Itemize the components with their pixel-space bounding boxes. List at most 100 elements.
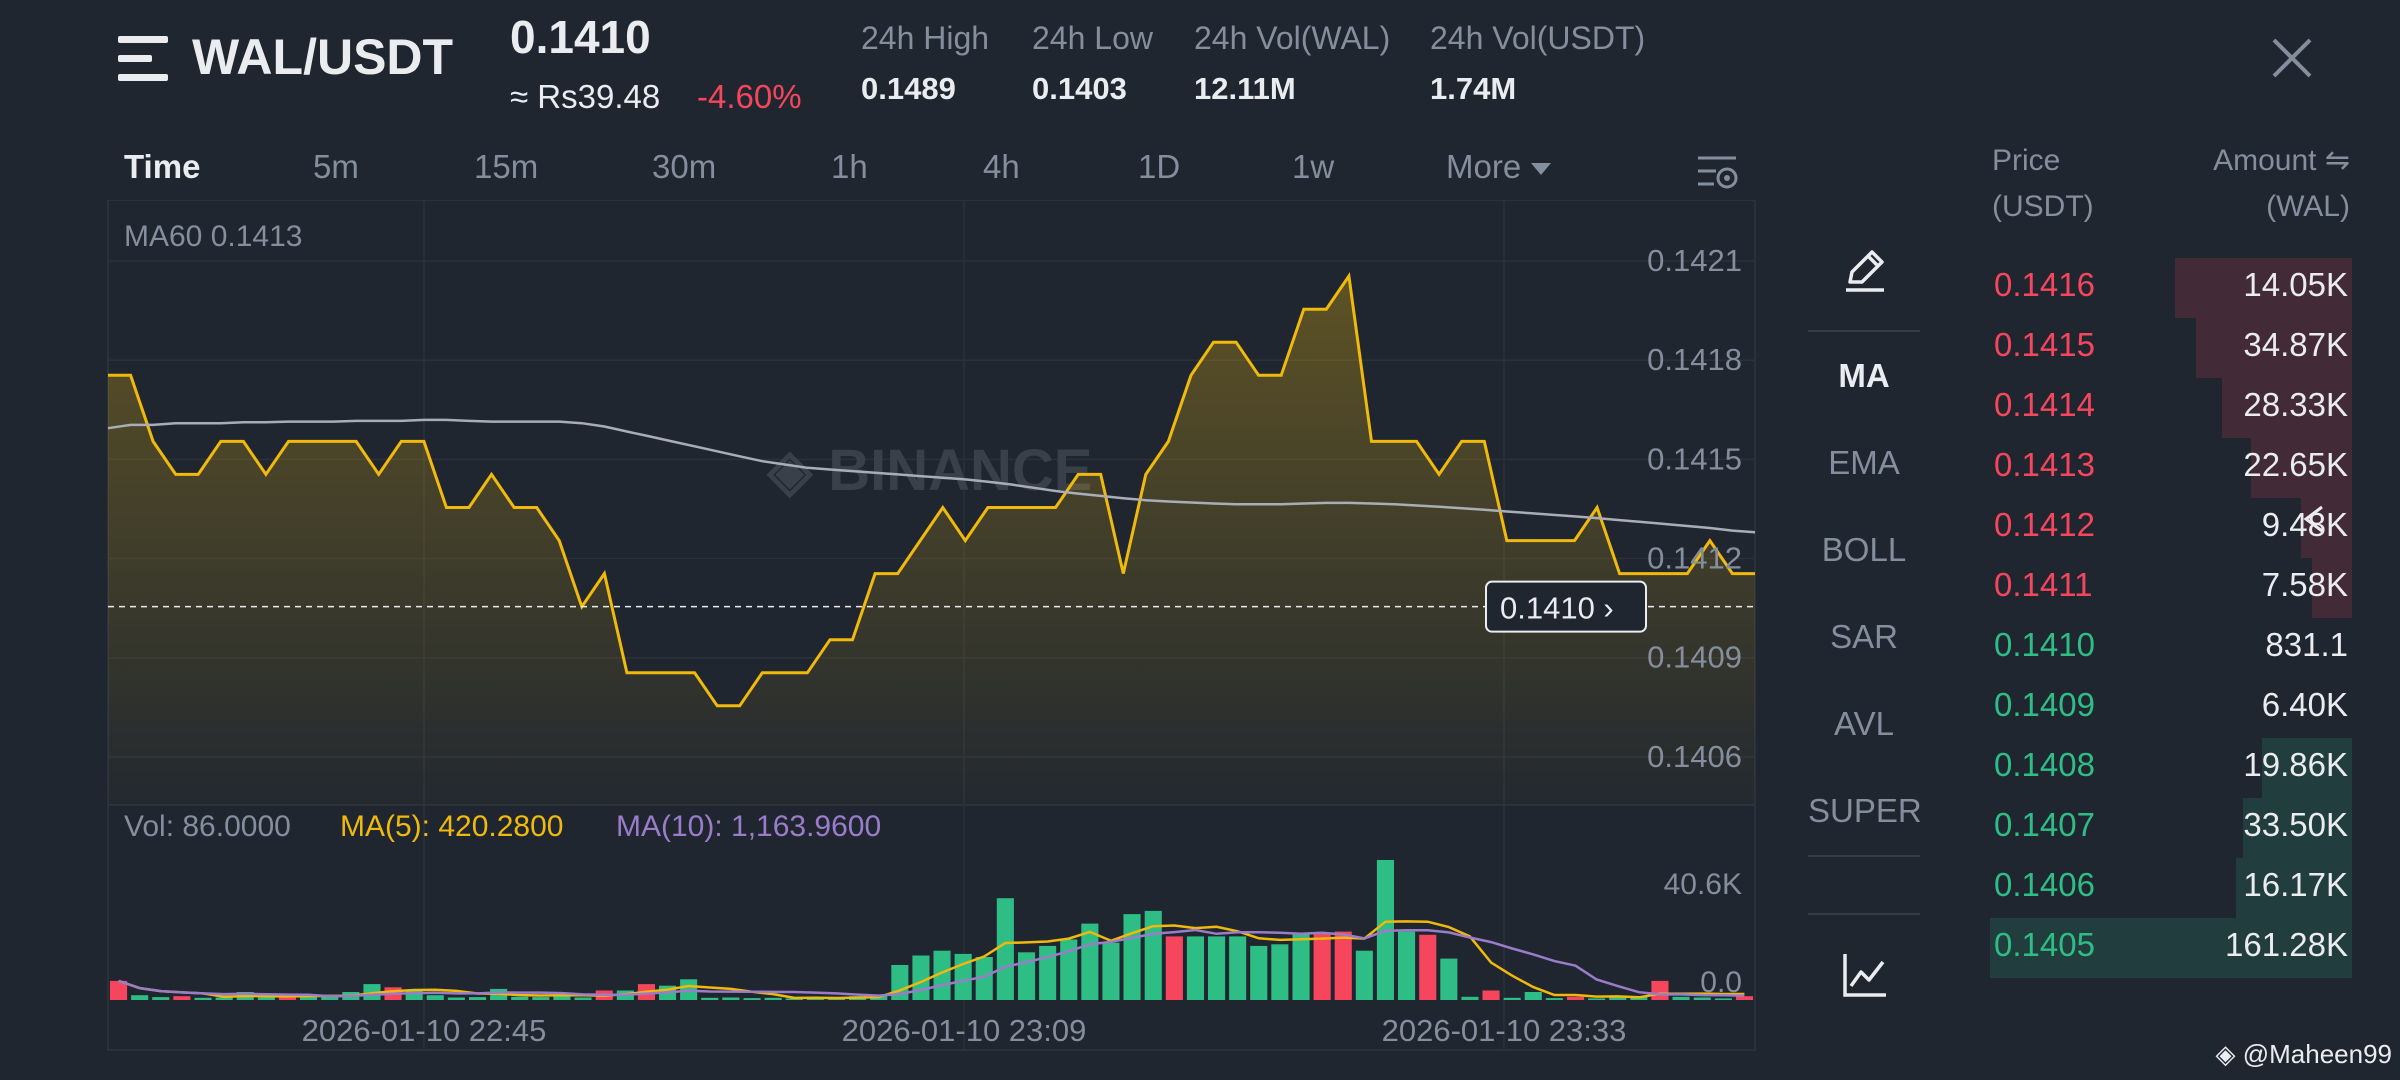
price-tick-label: 0.1421 [1647,243,1742,278]
volume-bar [1567,996,1585,1000]
orderbook-bid-row[interactable]: 0.1407 33.50K [1990,798,2352,858]
indicator-avl[interactable]: AVL [1834,705,1894,742]
volume-tick-label: 0.0 [1700,966,1742,999]
orderbook-amount: 6.40K [2261,686,2348,723]
orderbook-amount: 34.87K [2243,326,2348,363]
menu-icon[interactable] [118,36,168,82]
indicator-super[interactable]: SUPER [1808,792,1922,829]
stat-24h-vol-base: 24h Vol(WAL) 12.11M [1194,20,1390,107]
collapse-arrow-icon[interactable] [2300,503,2326,535]
binance-logo-icon: ◈ [2215,1039,2236,1069]
amount-header-label: Amount [2213,144,2317,177]
depth-bar [2250,438,2352,498]
orderbook-ask-row[interactable]: 0.1411 7.58K [1990,558,2352,618]
current-price-tag [1485,580,1647,633]
orderbook-amount-header[interactable]: Amount ⇋ (WAL) [2213,138,2350,230]
tab-1h[interactable]: 1h [831,148,868,185]
tab-more[interactable]: More [1446,148,1552,186]
volume-bar [743,998,761,1000]
stat-value: 0.1489 [861,71,956,106]
price-change: -4.60% [697,78,802,115]
divider [1808,855,1920,857]
volume-bar [1313,933,1331,1000]
price-tick-label: 0.1409 [1647,640,1742,675]
orderbook-ask-row[interactable]: 0.1413 22.65K [1990,438,2352,498]
amount-header-unit: (WAL) [2266,190,2350,223]
indicator-ma[interactable]: MA [1838,357,1890,394]
orderbook-amount: 33.50K [2243,806,2348,843]
caret-down-icon [1531,163,1552,176]
volume-bar [152,997,170,1000]
orderbook-ask-row[interactable]: 0.1414 28.33K [1990,378,2352,438]
orderbook-price: 0.1410 [1994,626,2095,663]
tab-30m[interactable]: 30m [652,148,717,185]
volume-bar [785,998,803,1000]
orderbook-ask-row[interactable]: 0.1412 9.48K [1990,498,2352,558]
volume-bar [1714,998,1732,1000]
tab-1w[interactable]: 1w [1292,148,1335,185]
chart-settings-icon[interactable] [1694,150,1740,196]
indicator-ema[interactable]: EMA [1828,444,1900,481]
depth-bar [2261,738,2352,798]
orderbook-bid-row[interactable]: 0.1408 19.86K [1990,738,2352,798]
binance-watermark: ◈ BINANCE [766,438,1093,503]
swap-arrows-icon[interactable]: ⇋ [2324,144,2350,177]
orderbook-bid-row[interactable]: 0.1409 6.40K [1990,678,2352,738]
volume-bar [173,996,191,1000]
stat-label: 24h Vol(USDT) [1430,20,1646,56]
time-axis-label: 2026-01-10 23:33 [1382,1013,1627,1048]
last-price: 0.1410 [510,11,651,63]
user-handle: @Maheen99 [2242,1039,2392,1069]
tab-time[interactable]: Time [124,148,201,185]
orderbook-amount: 7.58K [2261,566,2348,603]
volume-bar [1672,996,1690,1000]
volume-bar [1440,958,1458,1000]
close-icon[interactable] [2270,36,2314,80]
tab-5m[interactable]: 5m [313,148,359,185]
orderbook-amount: 16.17K [2243,866,2348,903]
orderbook-bid-row[interactable]: 0.1405 161.28K [1990,918,2352,978]
orderbook-price: 0.1405 [1994,926,2095,963]
volume-bar [1693,997,1711,1000]
orderbook-bid-row[interactable]: 0.1410 831.1 [1990,618,2352,678]
draw-pencil-icon[interactable] [1840,244,1890,294]
volume-bar [1186,936,1204,1000]
volume-bar [1503,997,1521,1000]
stat-value: 0.1403 [1032,71,1127,106]
price-chart[interactable]: ◈ BINANCE 0.1421 0.1418 0.1415 0.1412 0.1409 0… [0,200,1780,1060]
chart-trend-icon[interactable] [1840,950,1890,1000]
volume-bar [1165,936,1183,1000]
price-tick-label: 0.1415 [1647,441,1742,476]
ma10-label: MA(10): 1,163.9600 [616,810,882,843]
volume-bar [1482,990,1500,1000]
orderbook-price: 0.1416 [1994,266,2095,303]
tab-4h[interactable]: 4h [983,148,1020,185]
pair-title[interactable]: WAL/USDT [192,29,454,85]
tab-15m[interactable]: 15m [474,148,539,185]
ma60-line [107,418,1756,534]
indicator-sar[interactable]: SAR [1830,618,1898,655]
volume-bar [131,995,149,1000]
stat-value: 12.11M [1194,71,1296,106]
volume-bar [300,996,318,1000]
price-header-label: Price [1992,144,2061,177]
tab-1d[interactable]: 1D [1138,148,1181,185]
volume-bar [1524,992,1542,1000]
orderbook-ask-row[interactable]: 0.1415 34.87K [1990,318,2352,378]
orderbook-bid-row[interactable]: 0.1406 16.17K [1990,858,2352,918]
orderbook-ask-row[interactable]: 0.1416 14.05K [1990,258,2352,318]
stat-label: 24h High [861,20,990,56]
volume-bar [257,997,275,1000]
volume-bar [1419,934,1437,1000]
indicator-boll[interactable]: BOLL [1821,531,1907,568]
volume-bar [975,957,993,1000]
orderbook-amount: 161.28K [2225,926,2348,963]
volume-bar [1609,996,1627,1000]
volume-bar [764,997,782,1000]
volume-bar [1144,910,1162,1000]
price-area [108,276,1755,806]
volume-bar [722,997,740,1000]
volume-bar [996,898,1014,1000]
stat-value: 1.74M [1430,71,1517,106]
price-tick-label: 0.1418 [1647,342,1742,377]
